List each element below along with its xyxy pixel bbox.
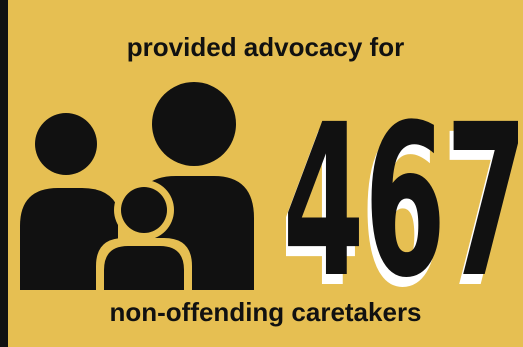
count-graphic: 467 467	[286, 82, 518, 292]
child-head	[121, 187, 167, 233]
headline-text: provided advocacy for	[126, 32, 405, 62]
child-body	[104, 246, 184, 290]
adult-right-head	[152, 82, 236, 166]
adult-left-body	[20, 188, 118, 290]
count-value: 467	[286, 82, 518, 292]
adult-left-head	[35, 113, 97, 175]
left-border	[0, 0, 8, 347]
footline-text: non-offending caretakers	[109, 297, 422, 327]
family-icon	[20, 82, 254, 290]
count-shadow: 467	[286, 90, 518, 292]
